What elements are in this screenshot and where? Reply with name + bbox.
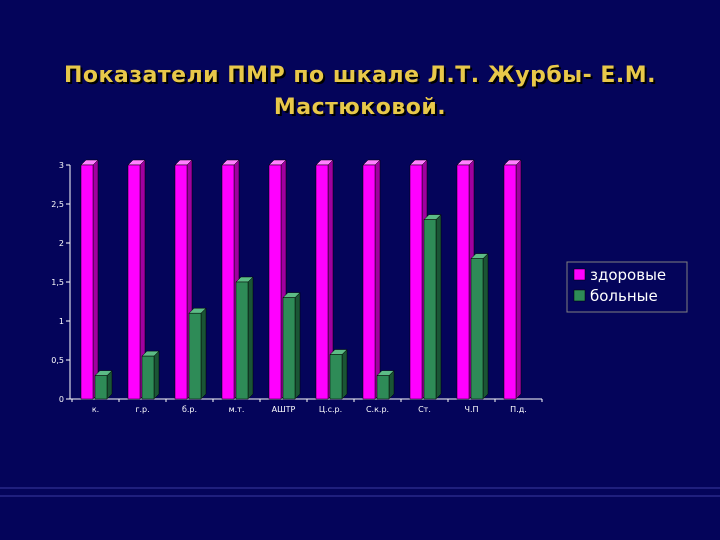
- bar-front: [376, 375, 390, 400]
- bar-front: [329, 354, 343, 400]
- legend-label: больные: [590, 287, 658, 305]
- bar-front: [188, 312, 202, 400]
- bar-2: [329, 348, 348, 400]
- y-tick-label: 2,5: [51, 200, 64, 209]
- bar-front: [315, 164, 329, 400]
- bar-2: [141, 350, 160, 400]
- y-axis: 0 0,5 1 1,5 2 2,5 3: [51, 161, 71, 404]
- bar-2: [376, 369, 395, 400]
- bar-2: [188, 307, 207, 400]
- bar-1: [362, 159, 381, 400]
- y-tick-label: 1: [59, 317, 64, 326]
- bar-2: [470, 252, 489, 400]
- y-tick-label: 2: [59, 239, 64, 248]
- bar-1: [315, 159, 334, 400]
- bar-front: [456, 164, 470, 400]
- y-tick-label: 0: [59, 395, 64, 404]
- x-tick-label: к.: [92, 405, 99, 414]
- bar-front: [423, 219, 437, 400]
- legend-label: здоровые: [590, 266, 666, 284]
- bars: [80, 159, 522, 400]
- bar-front: [235, 281, 249, 400]
- bar-front: [470, 258, 484, 400]
- bar-1: [268, 159, 287, 400]
- x-tick-label: Ст.: [418, 405, 431, 414]
- chart-title: Показатели ПМР по шкале Л.Т. Журбы- Е.М.…: [63, 63, 657, 120]
- legend-swatch: [573, 289, 586, 302]
- y-tick-label: 0,5: [51, 356, 64, 365]
- bar-front: [80, 164, 94, 400]
- bar-front: [268, 164, 282, 400]
- legend-swatch: [573, 268, 586, 281]
- bar-front: [141, 355, 155, 400]
- bar-front: [94, 375, 108, 400]
- x-tick-label: б.р.: [182, 405, 197, 414]
- bar-2: [282, 291, 301, 400]
- x-tick-label: м.т.: [229, 405, 245, 414]
- legend-box: [566, 261, 688, 313]
- bar-front: [221, 164, 235, 400]
- bar-2: [235, 276, 254, 400]
- x-tick-label: АШТР: [272, 405, 296, 414]
- x-tick-label: П.д.: [510, 405, 527, 414]
- bar-1: [127, 159, 146, 400]
- bar-1: [80, 159, 99, 400]
- bar-front: [503, 164, 517, 400]
- bar-front: [362, 164, 376, 400]
- x-tick-label: Ч.П: [464, 405, 478, 414]
- x-tick-label: г.р.: [135, 405, 149, 414]
- bar-2: [94, 369, 113, 400]
- bar-1: [503, 159, 522, 400]
- y-tick-label: 1,5: [51, 278, 64, 287]
- bar-2: [423, 213, 442, 400]
- bar-front: [174, 164, 188, 400]
- legend: здоровые больные: [566, 261, 688, 313]
- bar-front: [282, 297, 296, 400]
- x-tick-label: С.к.р.: [366, 405, 389, 414]
- bar-front: [409, 164, 423, 400]
- y-tick-label: 3: [59, 161, 64, 170]
- x-tick-label: Ц.с.р.: [319, 405, 342, 414]
- bar-front: [127, 164, 141, 400]
